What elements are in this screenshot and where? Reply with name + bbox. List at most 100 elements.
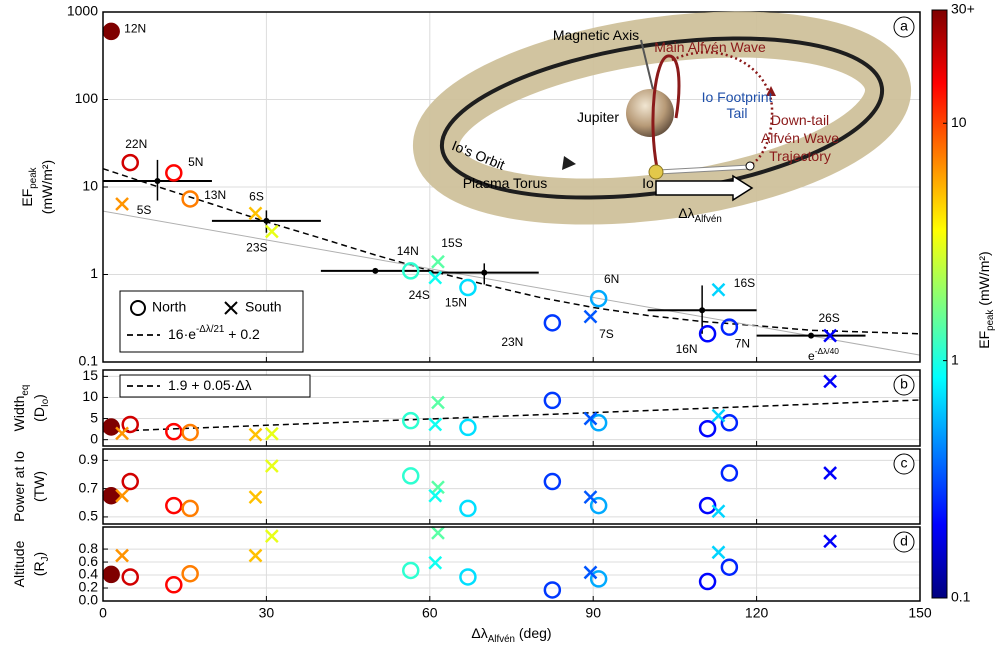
tail-end (746, 162, 754, 170)
north-marker (183, 191, 198, 206)
north-marker (104, 567, 119, 582)
y-axis-title-part: (mW/m²) (39, 160, 55, 214)
x-tick-label: 30 (259, 605, 275, 621)
south-marker (429, 557, 441, 569)
y-tick-label: 15 (82, 367, 98, 383)
y-tick-label: 0 (90, 430, 98, 446)
bin-mean (808, 333, 814, 339)
bin-mean (154, 178, 160, 184)
south-marker (266, 530, 278, 542)
inset-annotation: Alfvén Wave (761, 130, 839, 146)
inset-annotation-part: Io Footprint (702, 89, 773, 105)
south-marker (584, 491, 596, 503)
south-marker (432, 527, 444, 539)
south-marker (250, 429, 262, 441)
north-marker (123, 474, 138, 489)
point-label: 23N (501, 335, 523, 349)
south-marker (432, 397, 444, 409)
orbit-arrow (562, 156, 576, 170)
south-marker (432, 256, 444, 268)
point-label: 15S (441, 236, 462, 250)
point-label: 7N (735, 336, 750, 350)
x-tick-label: 150 (908, 605, 932, 621)
y-axis-title-part: eq (20, 385, 31, 396)
x-tick-label: 0 (99, 605, 107, 621)
inset-annotation: Io Footprint (702, 89, 773, 105)
bin-mean (372, 268, 378, 274)
x-tick-label: 90 (585, 605, 601, 621)
north-marker (166, 424, 181, 439)
north-marker (183, 566, 198, 581)
panel-label: a (900, 18, 908, 34)
y-tick-label: 5 (90, 409, 98, 425)
y-axis-title-part: (R (31, 561, 47, 576)
y-axis-title: Widtheq (11, 385, 31, 432)
point-label: 13N (204, 188, 226, 202)
y-axis-title: (TW) (31, 471, 47, 502)
inset-annotation-part: Δλ (678, 205, 694, 221)
inset-annotation: Magnetic Axis (553, 27, 639, 43)
fit-line (103, 400, 920, 432)
inset-annotation-part: Io (642, 175, 654, 191)
inset-annotation-part: Alfvén (695, 214, 722, 225)
y-tick-label: 0.5 (79, 508, 99, 524)
y-tick-label: 1 (90, 265, 98, 281)
legend-fit-part: + 0.2 (224, 326, 260, 342)
y-axis-title: EFpeak (19, 167, 39, 206)
legend-fit: 1.9 + 0.05·Δλ (168, 377, 252, 393)
south-marker (584, 311, 596, 323)
colorbar-title-part: (mW/m²) (976, 251, 992, 309)
legend-fit-part: 16·e (168, 326, 196, 342)
north-marker (104, 24, 119, 39)
north-marker (166, 165, 181, 180)
x-axis-title-part: Alfvén (488, 634, 515, 645)
north-marker (722, 466, 737, 481)
north-marker (700, 421, 715, 436)
page: Alfvén wing footprint figure {"chart_dat… (0, 0, 1000, 649)
point-label: 5N (188, 155, 203, 169)
north-marker (166, 577, 181, 592)
inset-annotation: Io (642, 175, 654, 191)
north-marker (123, 569, 138, 584)
north-marker (166, 498, 181, 513)
fit-label-part: -Δλ/40 (815, 346, 840, 356)
north-marker (545, 315, 560, 330)
x-axis-title: ΔλAlfvén (deg) (471, 625, 551, 645)
legend-fit-part: 1.9 + 0.05·Δλ (168, 377, 252, 393)
panel-label: d (900, 533, 908, 549)
point-label: 26S (818, 311, 839, 325)
south-marker (824, 467, 836, 479)
inset-annotation-part: Down-tail (771, 112, 829, 128)
legend-north: North (152, 299, 186, 315)
south-marker (429, 418, 441, 430)
y-axis-title: (DIo) (31, 394, 51, 422)
colorbar-tick-label: 30+ (951, 1, 975, 17)
north-marker (403, 563, 418, 578)
panel-frame (103, 527, 920, 601)
y-tick-label: 0.9 (79, 451, 99, 467)
panel-label: c (901, 455, 908, 471)
south-marker (712, 284, 724, 296)
inset-annotation: Plasma Torus (463, 175, 548, 191)
north-marker (123, 155, 138, 170)
south-marker (824, 535, 836, 547)
y-tick-label: 10 (82, 388, 98, 404)
bin-mean (481, 270, 487, 276)
north-marker (183, 425, 198, 440)
inset-annotation-part: Trajectory (769, 148, 831, 164)
north-marker (722, 415, 737, 430)
y-tick-label: 10 (82, 178, 98, 194)
south-marker (116, 198, 128, 210)
north-marker (460, 501, 475, 516)
north-marker (183, 501, 198, 516)
y-tick-label: 1000 (67, 3, 98, 19)
colorbar (932, 10, 947, 598)
south-marker (712, 410, 724, 422)
x-axis-title-part: Δλ (471, 625, 487, 641)
south-marker (250, 550, 262, 562)
point-label: 22N (125, 137, 147, 151)
inset-annotation-part: Alfvén Wave (761, 130, 839, 146)
y-axis-title-part: EF (19, 189, 35, 207)
y-axis-title-part: Altitude (11, 540, 27, 587)
south-marker (266, 428, 278, 440)
